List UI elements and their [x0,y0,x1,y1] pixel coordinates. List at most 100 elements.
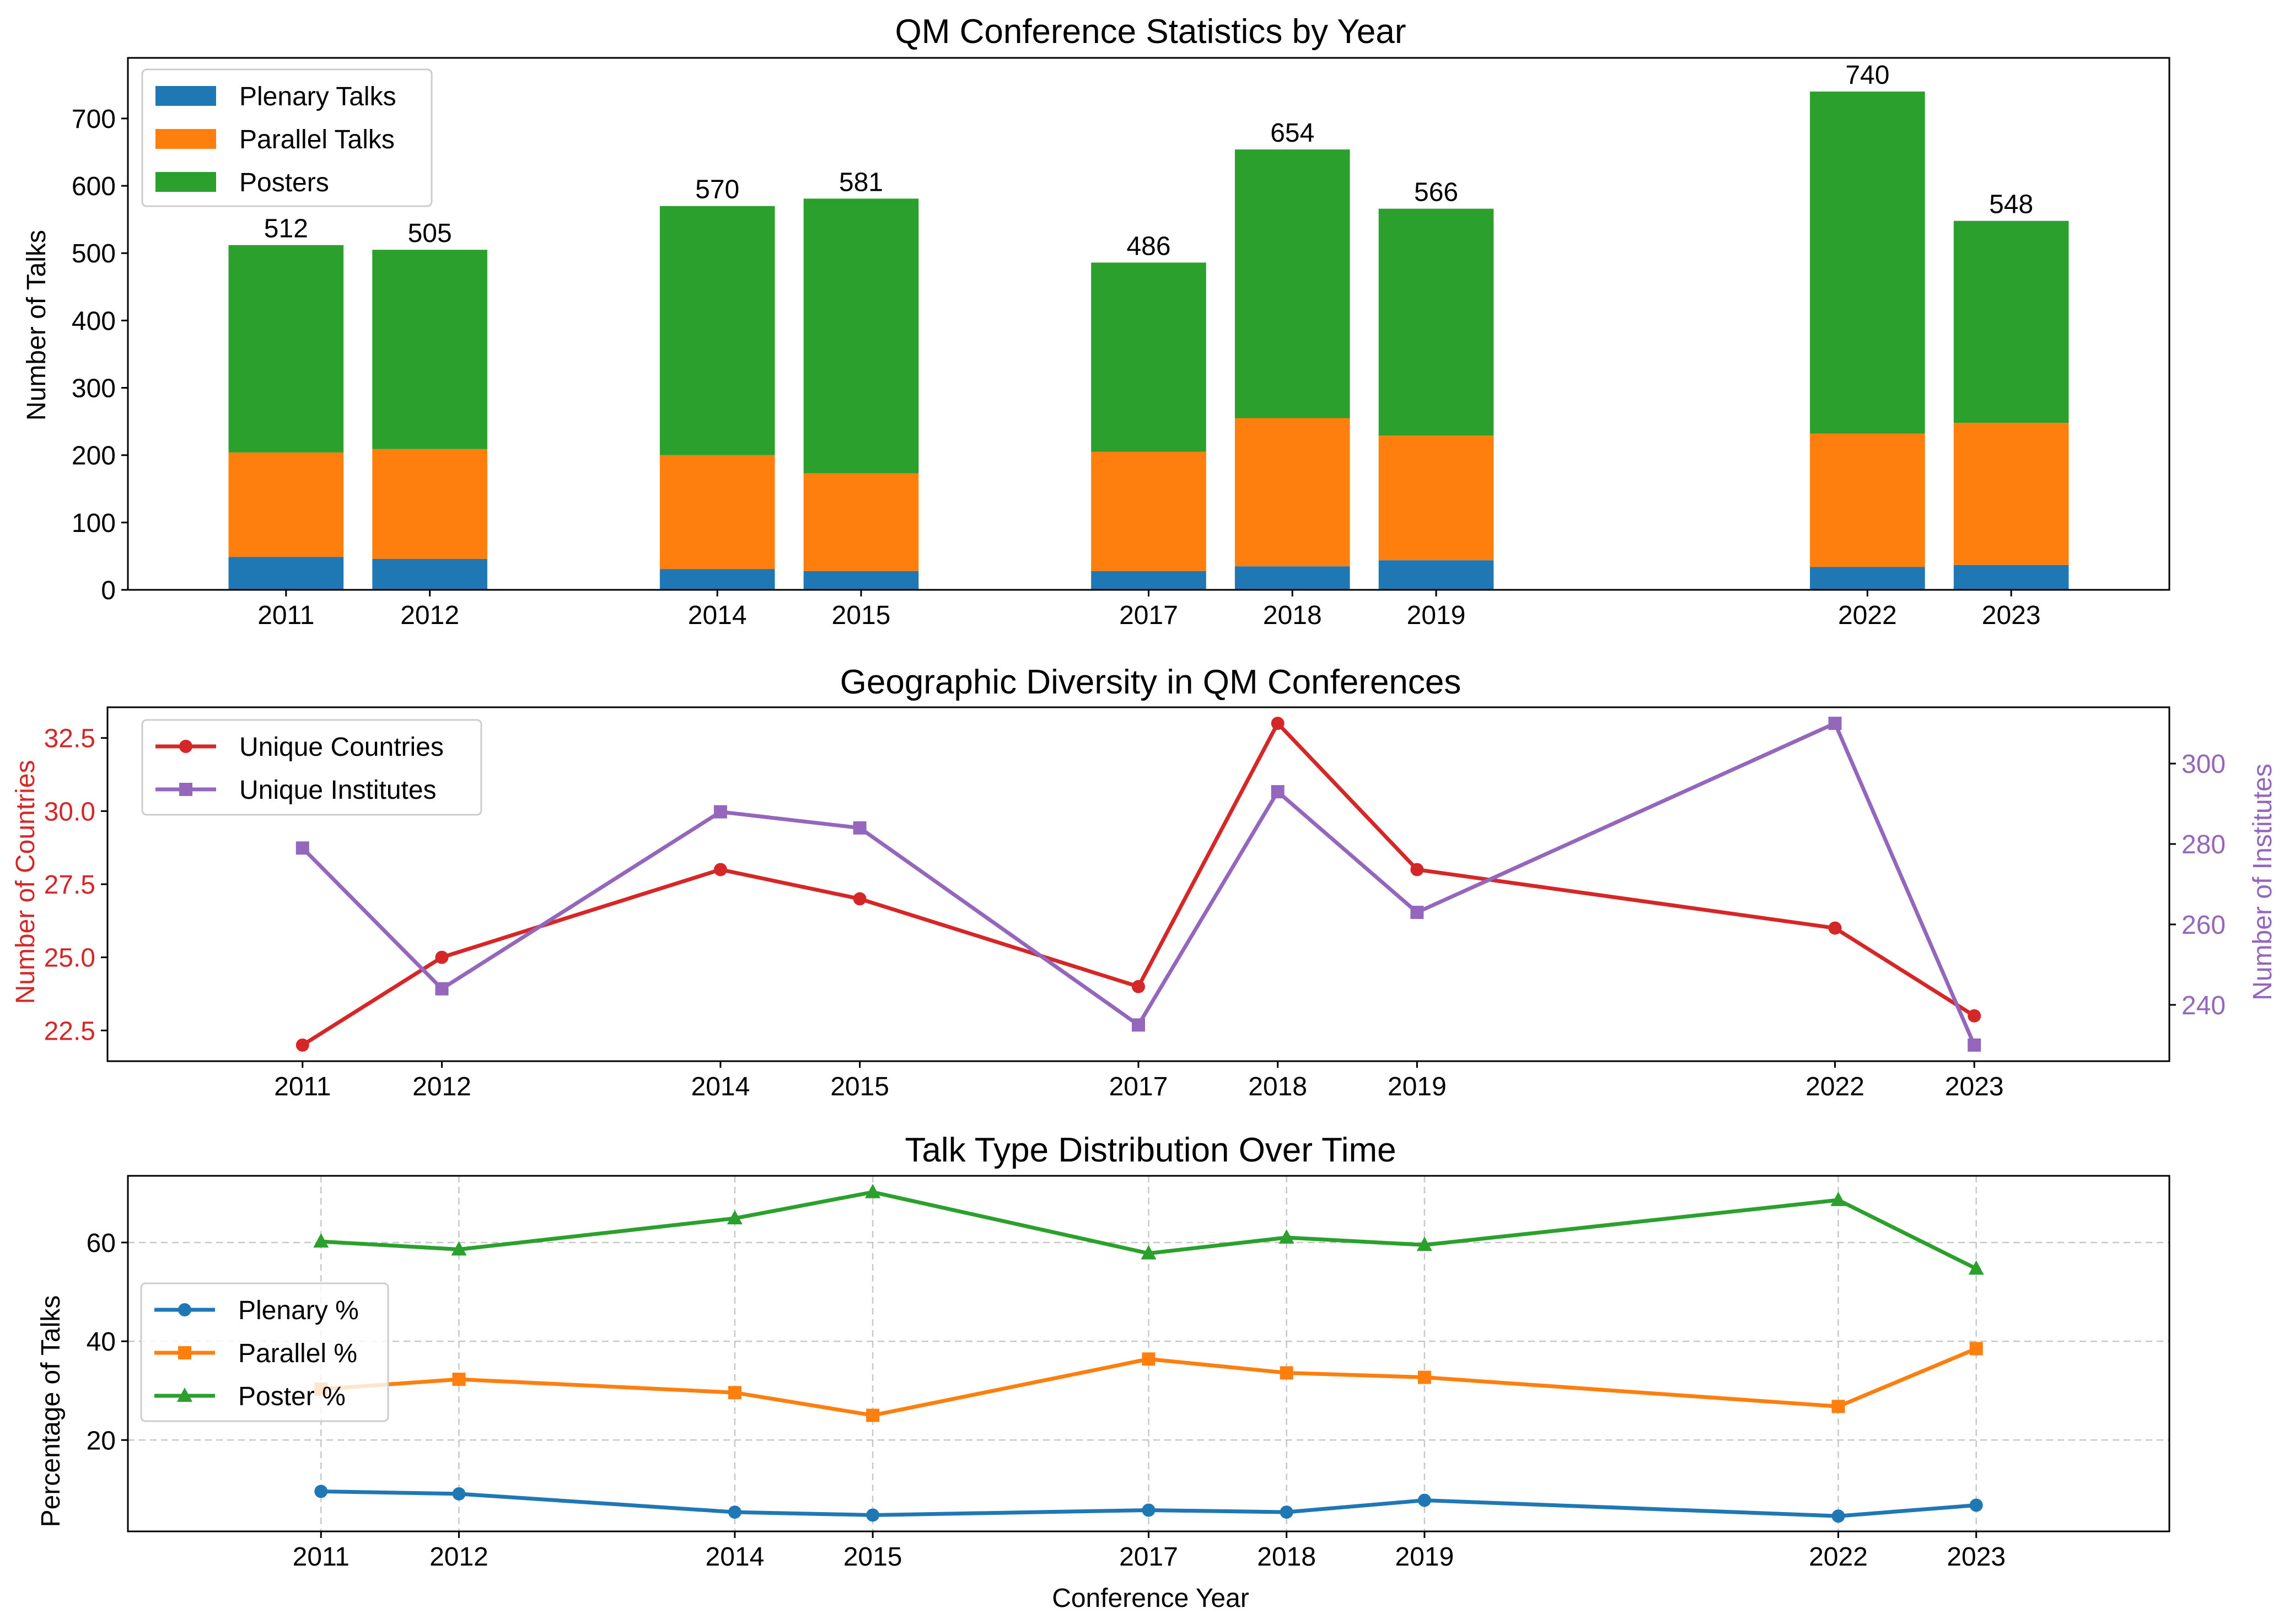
bar-plenary-talks-2014 [659,569,775,590]
bar-plenary-talks-2019 [1378,560,1494,590]
y-tick-label: 700 [72,105,116,134]
point-unique-institutes [713,805,727,819]
point-parallel- [1142,1352,1156,1366]
point-parallel- [1831,1400,1845,1413]
y-tick-label: 60 [87,1229,116,1258]
point-unique-institutes [1271,785,1285,799]
chart3-xlabel: Conference Year [1052,1584,1249,1613]
y-tick-label: 300 [72,374,116,404]
legend-label: Unique Countries [239,733,444,762]
point-poster- [1141,1245,1157,1260]
legend-swatch [155,86,216,106]
x-tick-label: 2018 [1263,601,1322,630]
chart3-title: Talk Type Distribution Over Time [905,1131,1396,1169]
legend-label: Plenary Talks [239,82,396,111]
y-tick-label-right: 240 [2181,991,2226,1020]
point-unique-countries [295,1038,309,1052]
bar-plenary-talks-2015 [803,571,919,590]
point-plenary- [1969,1498,1983,1512]
point-unique-countries [1410,863,1424,876]
point-unique-countries [853,892,867,906]
bar-posters-2019 [1378,208,1494,436]
bar-posters-2012 [372,250,487,449]
bar-plenary-talks-2012 [372,558,487,590]
y-tick-label: 600 [72,172,116,201]
y-tick-label-left: 25.0 [44,944,95,973]
point-parallel- [1280,1366,1293,1380]
x-tick-label: 2023 [1947,1542,2006,1572]
legend-marker [177,1388,192,1402]
point-unique-institutes [853,821,867,835]
line-unique-institutes [301,721,1976,1046]
bar-total-label: 548 [1989,190,2033,219]
bar-posters-2014 [659,206,775,455]
point-unique-countries [435,950,449,964]
bar-plenary-talks-2022 [1810,567,1925,590]
point-plenary- [452,1487,466,1501]
y-tick-label-left: 30.0 [44,797,95,826]
chart2-ylabel-left: Number of Countries [11,760,40,1004]
point-unique-institutes [435,982,449,996]
chart1-title: QM Conference Statistics by Year [895,13,1406,51]
point-unique-institutes [1132,1018,1145,1032]
bar-parallel-talks-2012 [372,449,487,559]
legend-swatch [155,129,216,149]
x-tick-label: 2017 [1119,1542,1178,1572]
y-tick-label-right: 260 [2181,911,2226,940]
y-tick-label: 100 [72,509,116,538]
bar-total-label: 740 [1845,61,1889,90]
chart3-plot: 2011 2012 2014 2015 2017 2018 2019 2022 2023 20 40… [87,1175,2170,1572]
x-tick-label: 2019 [1407,601,1466,630]
bar-posters-2018 [1234,149,1350,418]
legend-label: Plenary % [238,1296,359,1325]
chart2-title: Geographic Diversity in QM Conferences [840,663,1461,701]
bar-parallel-talks-2019 [1378,435,1494,561]
legend-label: Parallel % [238,1339,357,1368]
x-tick-label: 2014 [688,601,747,630]
x-tick-label: 2011 [274,1072,331,1101]
point-parallel- [728,1386,741,1400]
point-poster- [865,1184,881,1198]
bar-parallel-talks-2015 [803,473,919,571]
point-poster- [1278,1229,1294,1244]
point-plenary- [866,1508,880,1522]
y-tick-label-left: 32.5 [44,724,95,754]
bar-parallel-talks-2017 [1091,451,1206,571]
bar-parallel-talks-2022 [1810,433,1925,567]
y-tick-label: 40 [87,1327,116,1357]
x-tick-label: 2011 [293,1542,350,1572]
point-poster- [451,1241,467,1256]
bar-posters-2022 [1810,92,1925,434]
x-tick-label: 2017 [1119,601,1178,630]
plot-frame [106,706,2170,1062]
point-parallel- [1969,1342,1983,1356]
bar-parallel-talks-2014 [659,455,775,569]
bar-total-label: 512 [264,214,308,244]
bar-total-label: 654 [1270,119,1314,148]
legend-swatch [155,172,216,192]
point-poster- [1416,1236,1432,1251]
point-plenary- [1280,1505,1293,1519]
point-plenary- [1831,1509,1845,1523]
legend-label: Parallel Talks [239,125,395,154]
point-poster- [727,1210,743,1225]
y-tick-label: 20 [87,1426,116,1455]
point-unique-countries [1271,717,1285,730]
bar-plenary-talks-2023 [1953,564,2069,590]
point-unique-countries [713,863,727,876]
bar-total-label: 570 [695,175,739,205]
chart2-plot: 2011 2012 2014 2015 2017 2018 2019 2022 2023 22.5… [44,706,2226,1101]
point-parallel- [452,1373,466,1386]
legend-box [140,1282,389,1422]
x-tick-label: 2022 [1805,1072,1864,1101]
bar-plenary-talks-2017 [1091,571,1206,590]
point-plenary- [314,1485,328,1498]
x-tick-label: 2018 [1248,1072,1307,1101]
legend-marker [179,740,192,753]
x-tick-label: 2023 [1945,1072,2004,1101]
x-tick-label: 2014 [706,1542,765,1572]
point-unique-institutes [1828,717,1842,730]
bar-parallel-talks-2018 [1234,418,1350,567]
x-tick-label: 2014 [691,1072,750,1101]
